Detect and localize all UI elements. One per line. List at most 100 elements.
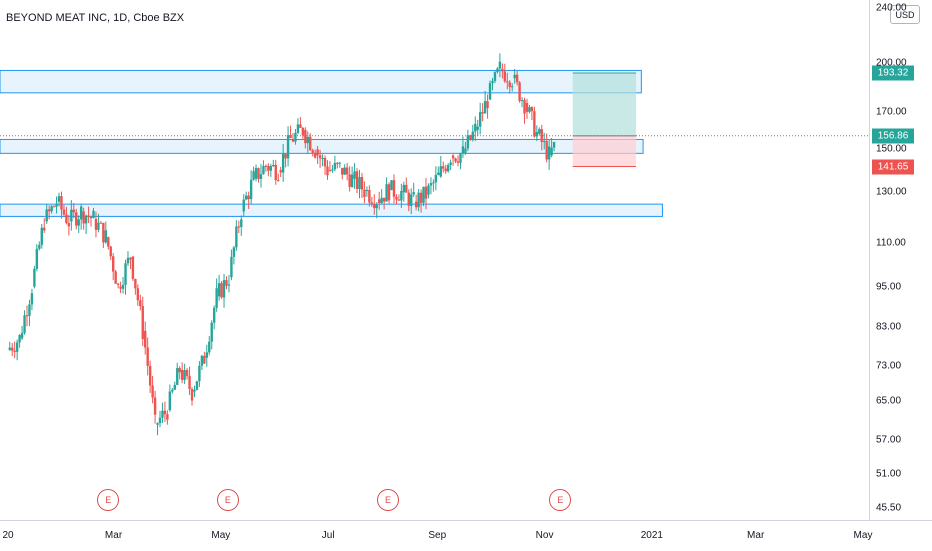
candle-body (506, 81, 509, 83)
candle-body (28, 304, 31, 316)
candle-body (461, 146, 465, 154)
candle-body (227, 284, 231, 286)
candle-body (296, 124, 300, 133)
candle-body (188, 375, 191, 389)
candle-body (264, 165, 268, 167)
x-tick-label: Mar (104, 530, 123, 541)
candle-body (60, 196, 63, 210)
candle-body (481, 112, 484, 114)
x-tick-label: 2021 (640, 530, 663, 541)
candle-body (518, 82, 521, 101)
candle-body (385, 184, 388, 202)
earnings-marker[interactable]: E (549, 489, 572, 511)
candle-body (40, 227, 43, 245)
candle-body (456, 161, 460, 163)
candle-body (538, 129, 541, 134)
candle-body (109, 246, 112, 257)
candle-body (459, 153, 462, 163)
candle-body (323, 157, 327, 167)
candle-body (446, 164, 450, 172)
support-resistance-zone (0, 203, 663, 217)
time-axis[interactable] (0, 520, 932, 551)
candle-body (15, 342, 19, 352)
candle-body (277, 179, 280, 181)
candle-body (358, 177, 361, 189)
candle-body (444, 168, 447, 172)
candle-body (144, 330, 147, 348)
currency-button[interactable]: USD (890, 5, 920, 24)
candle-body (333, 162, 337, 170)
x-tick-label: May (853, 530, 873, 541)
candle-body (222, 280, 226, 298)
candle-body (20, 332, 24, 339)
candle-body (205, 352, 208, 358)
candle-body (203, 355, 206, 364)
candle-body (52, 206, 56, 208)
y-tick-label: 65.00 (876, 395, 902, 407)
candle-body (375, 204, 378, 209)
candle-body (212, 307, 216, 323)
earnings-marker[interactable]: E (377, 489, 399, 511)
y-tick-label: 57.00 (876, 434, 902, 446)
candle-body (279, 170, 282, 173)
candle-body (129, 257, 132, 260)
position-target-area (572, 73, 637, 136)
earnings-marker[interactable]: E (216, 489, 239, 511)
price-axis[interactable] (869, 0, 932, 520)
candle-body (417, 192, 420, 208)
candle-body (124, 263, 127, 285)
candle-body (77, 219, 80, 226)
candle-body (99, 222, 103, 224)
candle-body (301, 128, 305, 136)
candle-body (299, 124, 302, 129)
candle-body (474, 123, 477, 132)
candle-body (82, 211, 85, 224)
candle-body (520, 100, 524, 102)
candle-body (422, 186, 425, 203)
candle-body (38, 244, 41, 249)
candle-body (25, 315, 29, 317)
candle-body (540, 129, 543, 142)
candle-body (193, 389, 196, 392)
candle-body (410, 194, 413, 206)
candle-body (439, 166, 442, 177)
candle-body (496, 68, 499, 73)
candle-body (400, 191, 403, 201)
candle-body (316, 149, 319, 156)
candle-body (476, 126, 479, 130)
support-resistance-zone (0, 69, 642, 94)
candle-body (380, 197, 383, 203)
candle-body (79, 206, 83, 220)
candle-body (318, 155, 322, 159)
candle-body (30, 293, 34, 305)
candle-body (547, 146, 551, 160)
candle-body (230, 256, 233, 278)
candle-body (345, 167, 349, 175)
candle-body (200, 355, 204, 366)
candle-body (402, 184, 406, 193)
candle-body (488, 83, 492, 100)
candle-body (360, 177, 364, 190)
candle-body (23, 315, 26, 333)
candle-body (262, 165, 265, 175)
candle-body (134, 278, 137, 289)
candle-body (62, 209, 66, 215)
candle-body (180, 370, 184, 380)
candle-body (454, 158, 457, 162)
candle-body (382, 197, 386, 202)
candle-body (217, 283, 221, 297)
candle-body (392, 180, 396, 197)
candle-body (126, 257, 130, 264)
earnings-marker[interactable]: E (97, 489, 120, 511)
candle-body (309, 136, 312, 151)
candle-body (141, 306, 144, 340)
candle-body (493, 72, 497, 81)
candle-body (336, 162, 339, 164)
candle-body (119, 286, 122, 289)
candle-body (70, 209, 73, 222)
candle-body (464, 148, 467, 154)
candle-body (242, 199, 245, 212)
candle-body (390, 180, 393, 191)
candle-body (151, 385, 154, 398)
